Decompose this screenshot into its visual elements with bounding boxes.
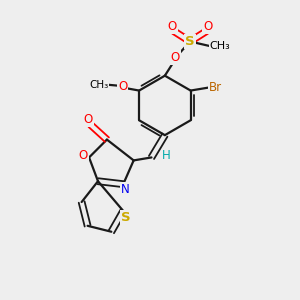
Text: CH₃: CH₃	[209, 41, 230, 51]
Text: CH₃: CH₃	[89, 80, 109, 90]
Text: O: O	[118, 80, 128, 93]
Text: S: S	[121, 211, 130, 224]
Text: O: O	[203, 20, 213, 33]
Text: O: O	[171, 51, 180, 64]
Text: S: S	[185, 35, 195, 48]
Text: O: O	[84, 113, 93, 126]
Text: O: O	[168, 20, 177, 33]
Text: H: H	[162, 149, 171, 162]
Text: N: N	[121, 183, 130, 196]
Text: O: O	[79, 148, 88, 162]
Text: Br: Br	[209, 81, 222, 94]
